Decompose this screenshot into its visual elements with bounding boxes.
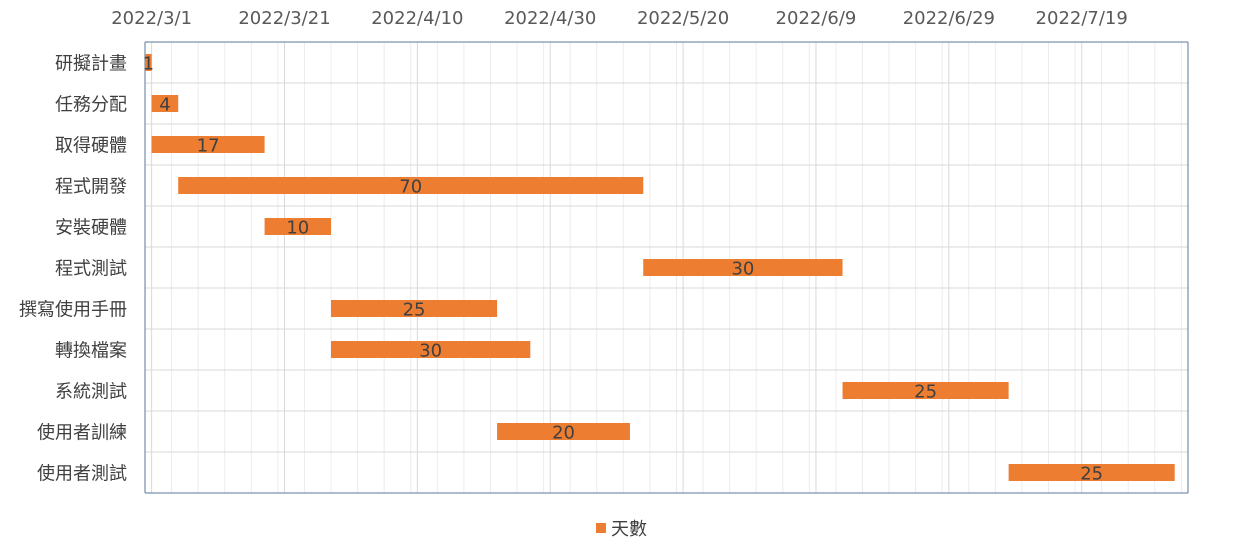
task-label: 研擬計畫: [55, 54, 127, 75]
x-tick-label: 2022/7/19: [1036, 8, 1128, 29]
task-bar: [1008, 464, 1175, 481]
task-bar: [331, 341, 531, 358]
task-bar: [842, 382, 1009, 399]
task-bar: [264, 218, 332, 235]
task-label: 系統測試: [55, 382, 127, 403]
x-tick-label: 2022/4/10: [371, 8, 463, 29]
data-label: 70: [399, 177, 422, 198]
task-bar: [178, 177, 644, 194]
task-label: 撰寫使用手冊: [19, 300, 127, 321]
data-label: 1: [143, 54, 154, 75]
data-label: 17: [197, 136, 220, 157]
labels-layer: 2022/3/1 2022/3/21 2022/4/10 2022/4/30 2022/…: [19, 8, 1128, 485]
data-label: 4: [159, 95, 170, 116]
legend-label: 天數: [611, 519, 647, 540]
data-label: 30: [731, 259, 754, 280]
task-label: 程式開發: [55, 177, 127, 198]
task-label: 取得硬體: [55, 136, 127, 157]
x-tick-label: 2022/3/21: [238, 8, 330, 29]
task-label: 安裝硬體: [55, 218, 127, 239]
task-label: 使用者測試: [37, 464, 127, 485]
task-label: 使用者訓練: [37, 423, 127, 444]
data-label: 25: [403, 300, 426, 321]
task-bar: [331, 300, 498, 317]
x-tick-label: 2022/5/20: [637, 8, 729, 29]
x-tick-label: 2022/6/29: [903, 8, 995, 29]
x-tick-label: 2022/3/1: [111, 8, 192, 29]
x-tick-label: 2022/4/30: [504, 8, 596, 29]
bars-layer: [145, 54, 1175, 481]
task-bar: [145, 54, 152, 71]
data-label: 10: [286, 218, 309, 239]
task-label: 程式測試: [55, 259, 127, 280]
grid-layer: [144, 41, 1189, 494]
task-bar: [643, 259, 843, 276]
data-label: 25: [914, 382, 937, 403]
task-bar: [151, 136, 265, 153]
legend: 天數: [596, 519, 647, 540]
task-bar: [497, 423, 630, 440]
data-label: 20: [552, 423, 575, 444]
task-label: 轉換檔案: [55, 341, 127, 362]
legend-swatch: [596, 523, 606, 533]
x-tick-label: 2022/6/9: [776, 8, 857, 29]
data-label: 30: [419, 341, 442, 362]
data-label: 25: [1080, 464, 1103, 485]
task-bar: [151, 95, 179, 112]
task-label: 任務分配: [55, 95, 127, 116]
